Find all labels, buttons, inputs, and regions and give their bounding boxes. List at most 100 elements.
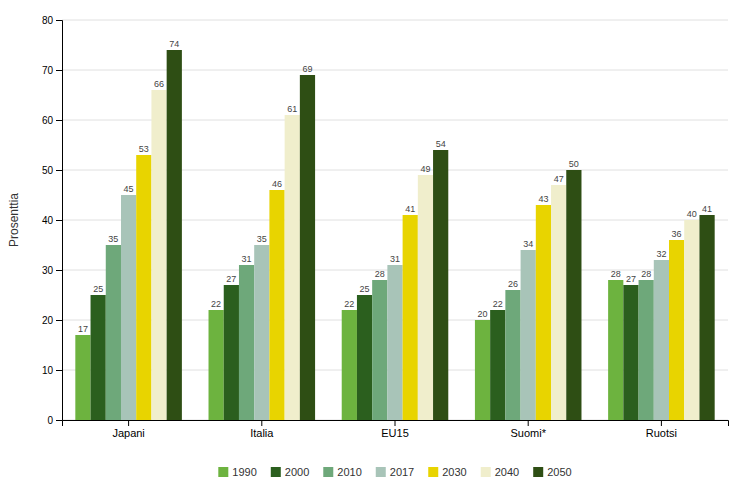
legend-item: 2000 bbox=[271, 466, 309, 478]
axis-line bbox=[63, 421, 729, 427]
tick-mark bbox=[261, 420, 262, 426]
data-label: 47 bbox=[554, 174, 564, 184]
tick-mark bbox=[661, 420, 662, 426]
grid-line bbox=[62, 70, 728, 71]
legend-swatch bbox=[376, 467, 386, 477]
data-label: 27 bbox=[226, 274, 236, 284]
bar bbox=[433, 150, 448, 420]
tick-mark bbox=[128, 420, 129, 426]
tick-label: 0 bbox=[47, 415, 53, 426]
data-label: 28 bbox=[641, 269, 651, 279]
legend-item: 2050 bbox=[533, 466, 571, 478]
bar bbox=[136, 155, 151, 420]
bar bbox=[342, 310, 357, 420]
tick: EU15 bbox=[381, 420, 409, 439]
legend: 1990 2000 2010 2017 2030 2040 2050 bbox=[218, 466, 571, 478]
series bbox=[151, 90, 699, 420]
legend-label: 2050 bbox=[547, 466, 571, 478]
data-label: 49 bbox=[420, 164, 430, 174]
legend-item: 2030 bbox=[428, 466, 466, 478]
legend-item: 2010 bbox=[323, 466, 361, 478]
legend-item: 2040 bbox=[481, 466, 519, 478]
bar bbox=[239, 265, 254, 420]
bar bbox=[475, 320, 490, 420]
bar bbox=[121, 195, 136, 420]
data-label: 54 bbox=[436, 139, 446, 149]
data-label: 32 bbox=[656, 249, 666, 259]
tick-label: 60 bbox=[42, 115, 54, 126]
bar bbox=[669, 240, 684, 420]
data-label: 36 bbox=[672, 229, 682, 239]
grid-line bbox=[62, 20, 728, 21]
bar bbox=[209, 310, 224, 420]
bar bbox=[285, 115, 300, 420]
data-label: 50 bbox=[569, 159, 579, 169]
bar bbox=[106, 245, 121, 420]
legend-swatch bbox=[323, 467, 333, 477]
legend-swatch bbox=[481, 467, 491, 477]
bar bbox=[490, 310, 505, 420]
tick-mark bbox=[56, 20, 62, 21]
data-label: 27 bbox=[626, 274, 636, 284]
legend-item: 2017 bbox=[376, 466, 414, 478]
bar bbox=[699, 215, 714, 420]
tick: 60 bbox=[42, 115, 62, 126]
bar bbox=[505, 290, 520, 420]
data-label: 40 bbox=[687, 209, 697, 219]
grid bbox=[62, 20, 728, 420]
series bbox=[167, 50, 715, 420]
bar bbox=[684, 220, 699, 420]
legend-swatch bbox=[271, 467, 281, 477]
tick-mark bbox=[56, 370, 62, 371]
bar bbox=[269, 190, 284, 420]
tick: 70 bbox=[42, 65, 62, 76]
bars bbox=[75, 50, 714, 420]
data-label: 45 bbox=[124, 184, 134, 194]
data-label: 41 bbox=[702, 204, 712, 214]
tick-mark bbox=[56, 270, 62, 271]
tick-label: 40 bbox=[42, 215, 54, 226]
data-label: 53 bbox=[139, 144, 149, 154]
bar bbox=[403, 215, 418, 420]
tick: 80 bbox=[42, 15, 62, 26]
bar bbox=[418, 175, 433, 420]
legend-swatch bbox=[218, 467, 228, 477]
bar bbox=[254, 245, 269, 420]
data-label: 34 bbox=[523, 239, 533, 249]
data-label: 43 bbox=[538, 194, 548, 204]
series bbox=[136, 155, 684, 420]
data-label: 61 bbox=[287, 104, 297, 114]
bar bbox=[75, 335, 90, 420]
bar bbox=[551, 185, 566, 420]
tick-label: Suomi* bbox=[510, 427, 546, 439]
tick-label: EU15 bbox=[381, 427, 409, 439]
legend-label: 2030 bbox=[442, 466, 466, 478]
tick-mark bbox=[528, 420, 529, 426]
data-labels: 1722222028252725222735312826284535313432… bbox=[78, 39, 712, 334]
data-label: 74 bbox=[169, 39, 179, 49]
data-label: 31 bbox=[390, 254, 400, 264]
bar bbox=[151, 90, 166, 420]
series bbox=[121, 195, 669, 420]
tick: Italia bbox=[250, 420, 274, 439]
bar bbox=[639, 280, 654, 420]
tick: 30 bbox=[42, 265, 62, 276]
data-label: 22 bbox=[211, 299, 221, 309]
bar bbox=[536, 205, 551, 420]
tick: 50 bbox=[42, 165, 62, 176]
bar bbox=[623, 285, 638, 420]
legend-label: 1990 bbox=[232, 466, 256, 478]
tick-mark bbox=[395, 420, 396, 426]
data-label: 22 bbox=[493, 299, 503, 309]
tick-label: 30 bbox=[42, 265, 54, 276]
data-label: 35 bbox=[257, 234, 267, 244]
tick-label: Italia bbox=[250, 427, 274, 439]
legend-label: 2010 bbox=[337, 466, 361, 478]
legend-swatch bbox=[533, 467, 543, 477]
data-label: 25 bbox=[360, 284, 370, 294]
tick-label: 50 bbox=[42, 165, 54, 176]
data-label: 17 bbox=[78, 324, 88, 334]
bar bbox=[91, 295, 106, 420]
data-label: 35 bbox=[108, 234, 118, 244]
axis-title: Prosenttia bbox=[7, 193, 21, 247]
